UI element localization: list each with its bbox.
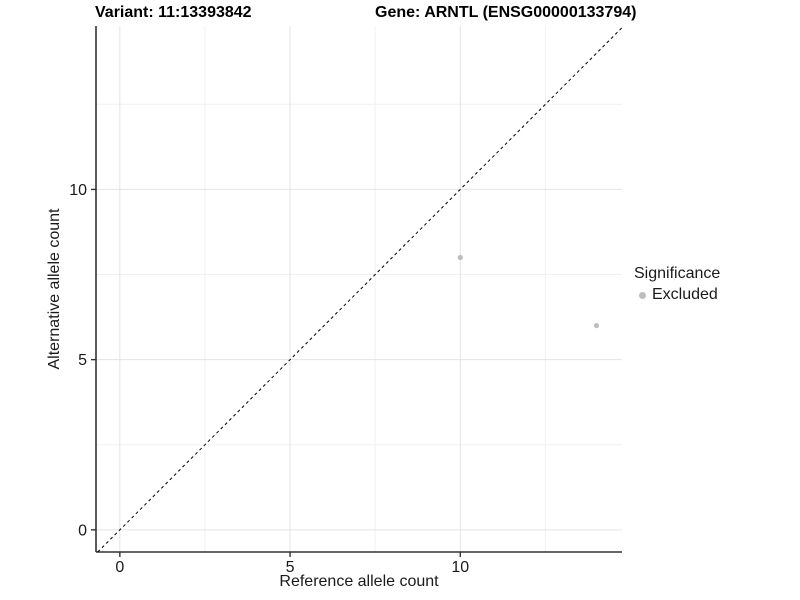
x-axis-title: Reference allele count (279, 573, 439, 590)
x-axis-tick-label: 10 (451, 559, 469, 576)
identity-reference-line (97, 26, 622, 552)
y-axis-tick-label: 10 (69, 182, 87, 199)
legend-item: Excluded (634, 286, 720, 304)
variant-title: Variant: 11:13393842 (95, 4, 252, 21)
data-point (457, 254, 463, 261)
legend-key-dot-icon (639, 291, 646, 299)
legend: Significance Excluded (634, 265, 720, 304)
x-axis-tick-label: 5 (286, 559, 295, 576)
legend-title: Significance (634, 265, 721, 282)
y-axis-tick-label: 5 (78, 352, 87, 369)
gene-title: Gene: ARNTL (ENSG00000133794) (375, 4, 637, 21)
legend-items: Excluded (634, 286, 720, 304)
x-axis-tick-label: 0 (115, 559, 124, 576)
data-point (593, 322, 600, 329)
legend-item-label: Excluded (652, 286, 718, 303)
y-axis-tick-label: 0 (78, 522, 87, 539)
y-axis-title: Alternative allele count (46, 208, 63, 370)
